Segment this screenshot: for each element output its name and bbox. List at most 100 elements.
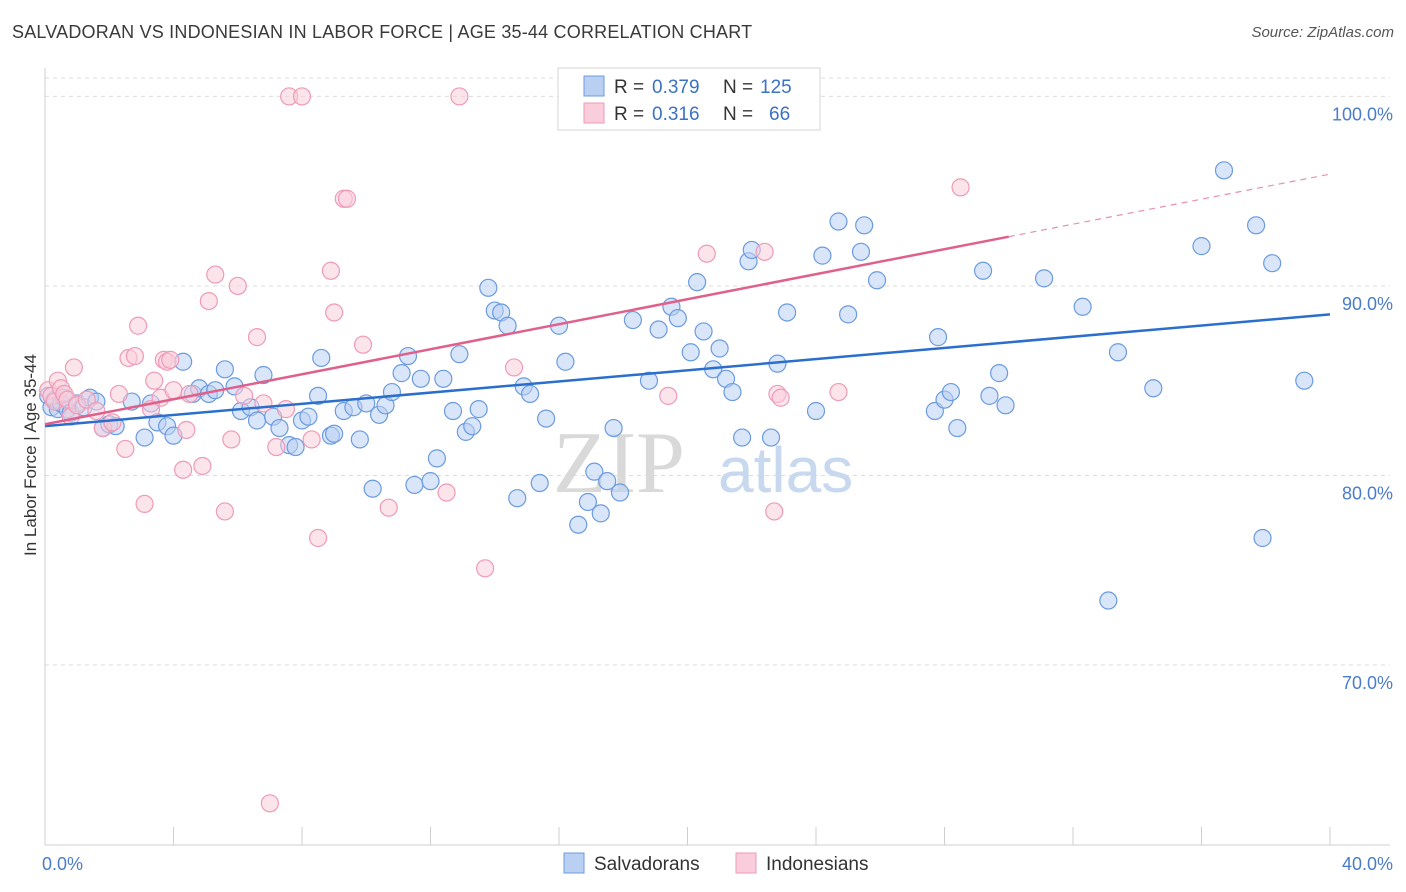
salvadoran-point-118	[1144, 379, 1163, 398]
indonesian-point-63	[765, 502, 784, 521]
indonesian-point-43	[292, 87, 312, 106]
indonesian-point-53	[450, 87, 469, 106]
salvadoran-point-115	[1073, 297, 1092, 316]
indonesian-point-32	[206, 265, 225, 284]
salvadoran-point-104	[867, 271, 887, 290]
salvadoran-point-75	[585, 462, 604, 481]
salvadoran-trend-line	[44, 313, 1331, 428]
salvadoran-point-81	[639, 371, 659, 390]
y-tick-label-100: 100.0%	[1332, 104, 1393, 124]
indonesian-point-28	[177, 420, 196, 440]
salvadoran-point-121	[1247, 216, 1266, 235]
indonesian-point-26	[164, 381, 183, 400]
indonesian-point-49	[337, 189, 357, 208]
salvadoran-point-102	[851, 242, 871, 261]
indonesian-point-36	[235, 386, 254, 405]
salvadoran-point-111	[980, 386, 999, 405]
salvadoran-point-38	[308, 386, 328, 405]
indonesian-point-25	[161, 350, 180, 369]
indonesian-point-60	[755, 242, 774, 261]
series-legend-swatch-salvadorans	[563, 852, 585, 874]
x-tick-label-max: 40.0%	[1342, 854, 1393, 874]
salvadoran-point-58	[450, 345, 469, 364]
correlation-legend: R = 0.379 N = 125 R = 0.316 N = 66	[557, 67, 821, 131]
salvadoran-point-30	[247, 411, 267, 430]
salvadoran-point-82	[649, 320, 668, 339]
indonesian-trend-line	[44, 235, 1009, 426]
salvadoran-point-124	[1295, 371, 1314, 390]
indonesian-point-39	[260, 794, 279, 813]
series-legend-salvadorans: Salvadorans	[594, 854, 700, 875]
salvadoran-point-119	[1192, 237, 1211, 256]
indonesian-point-59	[697, 244, 716, 263]
salvadoran-point-123	[1263, 254, 1282, 273]
legend-r-label-1: R =	[614, 104, 644, 125]
series-legend: Salvadorans Indonesians	[563, 852, 868, 875]
salvadoran-point-69	[530, 473, 549, 493]
salvadoran-point-92	[733, 428, 752, 447]
salvadoran-point-62	[479, 278, 498, 297]
legend-n-value-1: 66	[769, 104, 790, 125]
salvadoran-point-37	[299, 407, 318, 426]
indonesian-point-34	[222, 430, 241, 449]
indonesian-point-45	[308, 528, 328, 548]
indonesian-point-55	[504, 358, 524, 377]
salvadoran-point-72	[556, 352, 575, 371]
series-legend-swatch-indonesians	[735, 852, 757, 874]
salvadoran-point-73	[569, 515, 588, 534]
y-tick-labels: 70.0% 80.0% 90.0% 100.0%	[1332, 104, 1393, 693]
indonesian-point-64	[829, 382, 848, 402]
salvadoran-point-122	[1253, 528, 1272, 548]
legend-swatch-indonesians	[583, 102, 605, 124]
indonesian-point-47	[325, 303, 344, 322]
indonesian-point-8	[64, 358, 84, 377]
source-label: Source: ZipAtlas.com	[1251, 24, 1394, 41]
salvadoran-point-103	[855, 216, 874, 235]
indonesian-point-65	[951, 178, 970, 197]
salvadoran-point-56	[434, 369, 453, 388]
legend-r-label-0: R =	[614, 77, 644, 98]
axes	[44, 68, 1390, 846]
indonesian-point-52	[437, 483, 456, 502]
salvadoran-point-99	[813, 246, 832, 265]
legend-n-value-0: 125	[760, 77, 792, 98]
salvadoran-point-112	[990, 364, 1009, 383]
trend-lines	[44, 173, 1331, 428]
salvadoran-point-87	[694, 322, 713, 341]
salvadoran-point-80	[623, 310, 642, 330]
indonesian-point-17	[125, 346, 145, 366]
salvadoran-point-120	[1214, 161, 1234, 180]
indonesian-point-14	[109, 384, 128, 404]
x-tick-label-min: 0.0%	[42, 854, 83, 874]
indonesian-point-11	[87, 401, 106, 421]
salvadoran-point-51	[398, 346, 418, 366]
indonesian-point-56	[659, 386, 678, 405]
y-tick-label-80: 80.0%	[1342, 483, 1393, 503]
indonesian-point-35	[228, 276, 247, 296]
indonesian-point-15	[116, 439, 135, 459]
indonesian-point-44	[302, 430, 321, 449]
indonesian-point-21	[145, 371, 164, 390]
indonesian-point-41	[276, 400, 296, 419]
salvadoran-point-95	[761, 428, 781, 447]
salvadoran-point-98	[806, 401, 826, 421]
salvadoran-point-76	[591, 504, 610, 523]
salvadoran-point-100	[829, 212, 848, 231]
y-tick-label-90: 90.0%	[1342, 294, 1393, 314]
salvadoran-point-109	[948, 418, 967, 438]
salvadorans-points	[39, 161, 1314, 610]
salvadoran-point-60	[463, 417, 482, 436]
salvadoran-point-49	[382, 382, 402, 402]
salvadoran-point-66	[508, 489, 527, 508]
indonesian-point-54	[476, 559, 495, 578]
salvadoran-point-79	[610, 483, 630, 502]
salvadoran-point-85	[681, 343, 700, 362]
indonesian-point-51	[379, 498, 398, 517]
salvadoran-point-74	[578, 492, 598, 512]
salvadoran-point-78	[604, 418, 623, 438]
indonesian-point-38	[254, 394, 273, 413]
salvadoran-point-97	[777, 303, 797, 322]
salvadoran-point-113	[996, 396, 1015, 415]
salvadoran-point-35	[286, 437, 305, 457]
salvadoran-point-57	[443, 401, 463, 421]
